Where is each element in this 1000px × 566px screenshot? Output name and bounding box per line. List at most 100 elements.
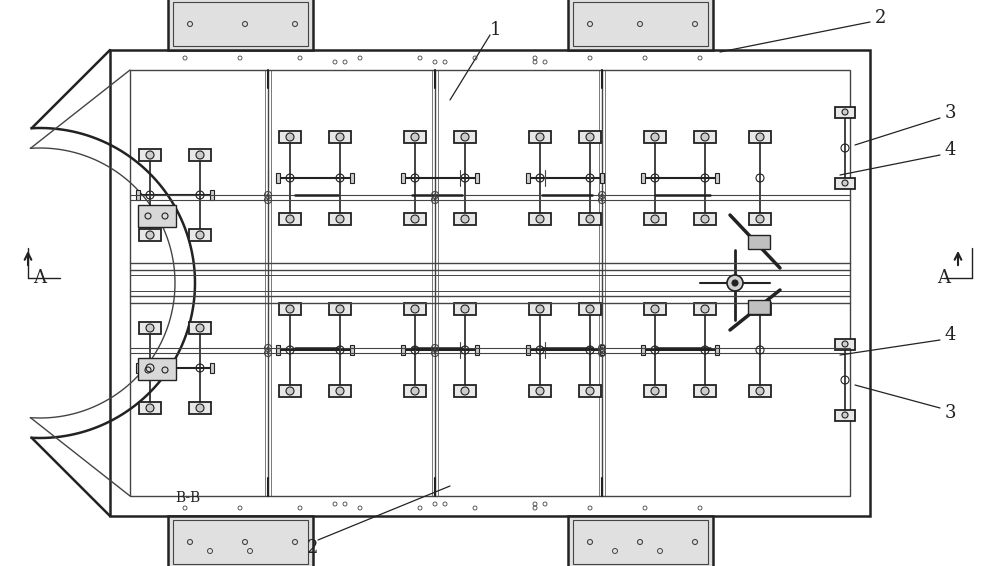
Bar [694,131,716,143]
Bar [139,402,161,414]
Bar [579,213,601,225]
Bar [475,345,479,355]
Circle shape [266,194,270,196]
Text: 3: 3 [944,104,956,122]
Circle shape [701,215,709,223]
Circle shape [536,133,544,141]
Circle shape [336,305,344,313]
Text: A: A [938,269,950,287]
Circle shape [651,387,659,395]
Bar [189,149,211,161]
Bar [526,173,530,183]
Bar [110,50,870,516]
Circle shape [461,133,469,141]
Circle shape [196,404,204,412]
Circle shape [196,231,204,239]
Circle shape [461,305,469,313]
Bar [189,322,211,334]
Circle shape [756,387,764,395]
Bar [748,300,770,314]
Circle shape [756,305,764,313]
Bar [529,131,551,143]
Circle shape [701,387,709,395]
Circle shape [411,133,419,141]
Circle shape [266,199,270,201]
Circle shape [286,387,294,395]
Bar [279,131,301,143]
Bar [568,516,713,566]
Circle shape [727,275,743,291]
Circle shape [196,324,204,332]
Bar [835,178,855,189]
Bar [529,385,551,397]
Circle shape [336,387,344,395]
Text: A: A [34,269,46,287]
Circle shape [434,199,436,201]
Circle shape [196,151,204,159]
Bar [715,173,719,183]
Bar [694,385,716,397]
Text: 3: 3 [944,404,956,422]
Circle shape [600,199,604,201]
Bar [173,520,308,564]
Bar [404,213,426,225]
Circle shape [336,215,344,223]
Circle shape [461,215,469,223]
Circle shape [266,346,270,349]
Bar [644,213,666,225]
Bar [329,131,351,143]
Bar [526,345,530,355]
Bar [641,345,645,355]
Circle shape [146,151,154,159]
Circle shape [411,305,419,313]
Bar [835,339,855,350]
Text: 2: 2 [307,539,319,557]
Circle shape [286,133,294,141]
Circle shape [842,412,848,418]
Circle shape [536,305,544,313]
Circle shape [732,280,738,286]
Bar [173,2,308,46]
Bar [454,131,476,143]
Circle shape [600,346,604,349]
Bar [210,190,214,200]
Bar [401,345,405,355]
Bar [276,173,280,183]
Bar [641,173,645,183]
Bar [404,385,426,397]
Bar [279,385,301,397]
Bar [715,345,719,355]
Circle shape [651,133,659,141]
Circle shape [336,133,344,141]
Bar [168,516,313,566]
Bar [529,303,551,315]
Bar [329,385,351,397]
Circle shape [536,387,544,395]
Circle shape [286,305,294,313]
Circle shape [434,346,436,349]
Bar [136,363,140,373]
Circle shape [842,180,848,186]
Bar [130,70,850,496]
Bar [573,520,708,564]
Bar [454,303,476,315]
Text: 4: 4 [944,326,956,344]
Circle shape [651,215,659,223]
Circle shape [842,341,848,347]
Circle shape [701,305,709,313]
Text: 1: 1 [489,21,501,39]
Bar [401,173,405,183]
Bar [279,303,301,315]
Text: 4: 4 [944,141,956,159]
Circle shape [146,324,154,332]
Bar [600,173,604,183]
Circle shape [286,215,294,223]
Bar [835,107,855,118]
Circle shape [586,215,594,223]
Circle shape [586,133,594,141]
Bar [644,303,666,315]
Bar [279,213,301,225]
Bar [454,213,476,225]
Circle shape [651,305,659,313]
Text: B-B: B-B [175,491,201,505]
